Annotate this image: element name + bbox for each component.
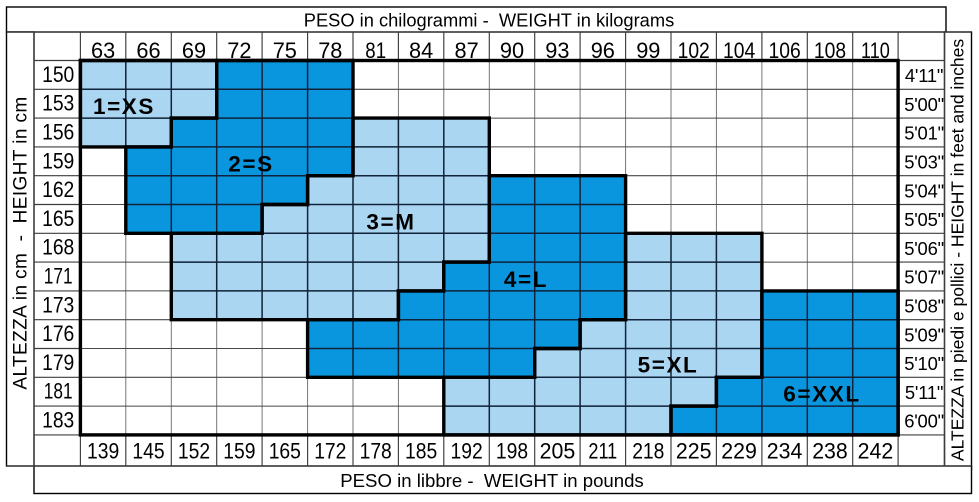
svg-text:139: 139 <box>87 439 119 464</box>
svg-text:5'04": 5'04" <box>904 180 944 201</box>
svg-text:242: 242 <box>858 439 894 464</box>
svg-text:159: 159 <box>42 148 74 173</box>
svg-text:238: 238 <box>812 439 848 464</box>
svg-text:5'11": 5'11" <box>905 382 943 403</box>
svg-text:110: 110 <box>861 38 890 63</box>
svg-text:2=S: 2=S <box>228 152 273 177</box>
svg-text:181: 181 <box>44 379 73 404</box>
svg-text:176: 176 <box>42 321 74 346</box>
svg-text:165: 165 <box>269 439 301 464</box>
svg-text:5'07": 5'07" <box>904 267 944 288</box>
svg-text:106: 106 <box>769 38 801 63</box>
svg-text:192: 192 <box>451 439 483 464</box>
svg-text:172: 172 <box>314 439 346 464</box>
svg-text:5'00": 5'00" <box>904 94 944 115</box>
svg-text:63: 63 <box>91 38 115 63</box>
svg-text:168: 168 <box>42 235 74 260</box>
svg-text:ALTEZZA in piedi e pollici - H: ALTEZZA in piedi e pollici - HEIGHT in f… <box>948 39 968 461</box>
svg-text:93: 93 <box>545 38 569 63</box>
svg-text:152: 152 <box>178 439 210 464</box>
svg-text:225: 225 <box>676 439 712 464</box>
svg-text:153: 153 <box>42 91 74 116</box>
svg-text:5'01": 5'01" <box>904 123 944 144</box>
svg-text:165: 165 <box>42 206 74 231</box>
svg-text:84: 84 <box>409 38 433 63</box>
svg-text:150: 150 <box>42 62 74 87</box>
svg-text:90: 90 <box>500 38 524 63</box>
svg-text:229: 229 <box>721 439 757 464</box>
svg-text:211: 211 <box>588 439 617 464</box>
svg-text:159: 159 <box>223 439 255 464</box>
svg-text:6'00": 6'00" <box>904 411 944 432</box>
svg-text:66: 66 <box>136 38 160 63</box>
svg-text:96: 96 <box>591 38 615 63</box>
svg-text:185: 185 <box>405 439 437 464</box>
svg-text:171: 171 <box>44 264 73 289</box>
svg-text:5'09": 5'09" <box>904 324 944 345</box>
svg-text:234: 234 <box>767 439 803 464</box>
svg-text:205: 205 <box>540 439 576 464</box>
svg-text:108: 108 <box>814 38 846 63</box>
svg-text:162: 162 <box>42 177 74 202</box>
svg-text:104: 104 <box>723 38 755 63</box>
svg-text:72: 72 <box>227 38 251 63</box>
svg-text:156: 156 <box>42 120 74 145</box>
svg-text:5'10": 5'10" <box>904 353 944 374</box>
svg-text:87: 87 <box>455 38 479 63</box>
svg-text:183: 183 <box>42 408 74 433</box>
svg-text:1=XS: 1=XS <box>93 94 155 119</box>
svg-text:198: 198 <box>496 439 528 464</box>
svg-text:218: 218 <box>632 439 664 464</box>
svg-text:99: 99 <box>636 38 660 63</box>
svg-text:81: 81 <box>365 38 386 63</box>
svg-text:173: 173 <box>42 292 74 317</box>
svg-text:5'05": 5'05" <box>904 209 944 230</box>
svg-text:75: 75 <box>273 38 297 63</box>
svg-text:145: 145 <box>132 439 164 464</box>
svg-text:3=M: 3=M <box>366 210 415 235</box>
svg-text:78: 78 <box>318 38 342 63</box>
svg-text:ALTEZZA in cm - HEIGHT in cm: ALTEZZA in cm - HEIGHT in cm <box>11 96 32 389</box>
svg-text:5=XL: 5=XL <box>638 353 699 378</box>
svg-text:6=XXL: 6=XXL <box>783 382 860 407</box>
svg-text:4'11": 4'11" <box>905 65 943 86</box>
svg-text:178: 178 <box>360 439 392 464</box>
svg-text:179: 179 <box>42 350 74 375</box>
svg-text:5'06": 5'06" <box>904 238 944 259</box>
svg-text:4=L: 4=L <box>504 267 548 292</box>
svg-text:PESO in libbre - WEIGHT in po: PESO in libbre - WEIGHT in pounds <box>340 470 643 491</box>
svg-text:102: 102 <box>678 38 710 63</box>
svg-text:5'03": 5'03" <box>904 152 944 173</box>
svg-text:PESO in chilogrammi - WEIGHT: PESO in chilogrammi - WEIGHT in kilogram… <box>304 10 674 31</box>
svg-text:5'08": 5'08" <box>904 296 944 317</box>
svg-text:69: 69 <box>182 38 206 63</box>
